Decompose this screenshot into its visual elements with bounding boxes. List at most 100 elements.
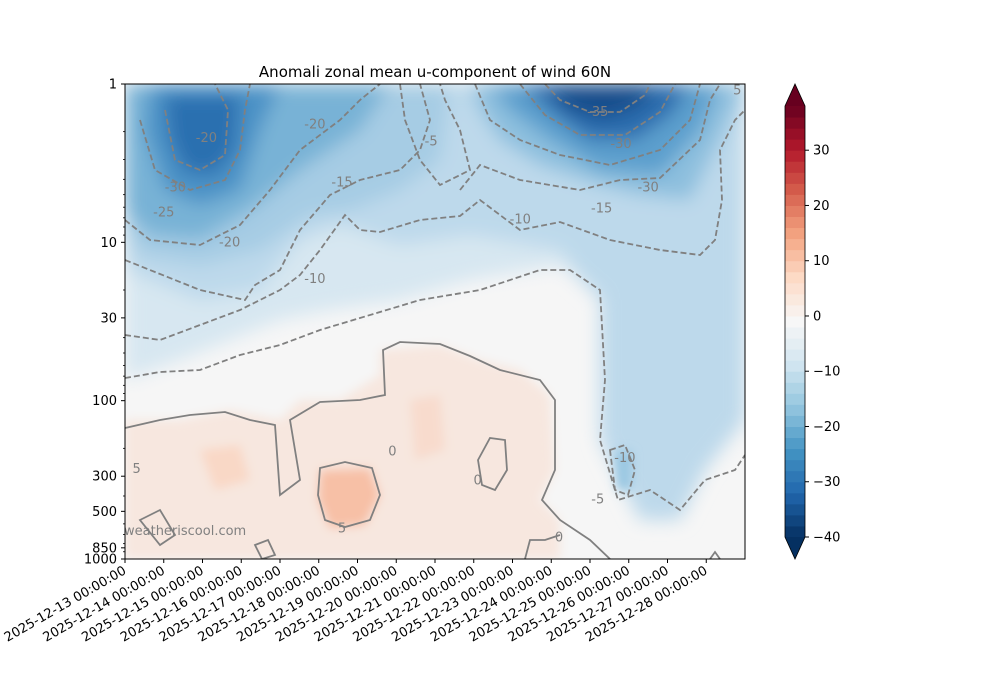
colorbar-segment [785,271,805,284]
colorbar-tick-label: 0 [813,309,821,324]
colorbar-segment [785,514,805,527]
contour-label: -5 [591,492,604,507]
colorbar-segment [785,117,805,129]
y-tick-label: 300 [92,470,117,485]
contour-neg20-left [125,84,381,246]
colorbar-tick-label: −10 [813,365,840,380]
contour-neg35 [544,84,651,113]
colorbar-segment [785,448,805,461]
contour-neg20-right [474,84,701,166]
colorbar-segment [785,304,805,317]
field-positive-patch-2 [410,395,445,460]
contour-label: -35 [587,105,608,120]
contour-label: 0 [388,445,396,460]
colorbar-segment [785,393,805,405]
colorbar-segment [785,238,805,251]
filled-contours [125,84,745,559]
contour-neg25 [139,84,251,191]
colorbar-segment [785,459,805,472]
contour-neg30-left [164,84,229,172]
contour-label: -25 [153,206,174,221]
colorbar-tick-label: 30 [813,144,830,159]
contour-zero-low [138,508,177,547]
contour-zero-low2 [253,538,277,559]
contour-neg10 [125,109,745,341]
contour-label: -30 [610,137,631,152]
colorbar-segment [785,106,805,118]
y-tick-label: 1000 [84,553,117,568]
field-positive-core [318,468,380,528]
colorbar-extend-min [785,537,805,559]
colorbar-segment [785,282,805,295]
field-band-30 [165,95,240,175]
contour-label-layer: -20 -30 -25 -20 -20 -15 -10 -5 -10 -35 -30 -30 -15 -1… [132,84,741,545]
colorbar-segment [785,172,805,184]
plot-area: -20 -30 -25 -20 -20 -15 -10 -5 -10 -35 -30 -30 -15 -1… [125,84,745,559]
colorbar-tick-label: 20 [813,199,830,214]
contour-label: -20 [304,117,325,132]
colorbar-segment [785,161,805,173]
contour-neg5-upper [125,269,745,512]
colorbar-segment [785,360,805,372]
colorbar-segment [785,260,805,273]
colorbar-segment [785,382,805,394]
contour-lines [125,84,745,559]
chart-title: Anomali zonal mean u-component of wind 6… [259,63,611,81]
colorbar-segment [785,503,805,516]
colorbar-segment [785,404,805,416]
contour-label: -15 [331,176,352,191]
field-right-band-35 [545,84,655,118]
field-positive-patch [200,445,250,490]
colorbar-segment [785,338,805,350]
y-tick-label: 30 [100,311,117,326]
colorbar-segment [785,437,805,450]
colorbar-segment [785,525,805,538]
contour-label: -10 [614,451,635,466]
colorbar-segment [785,415,805,427]
contour-zero-main [125,341,611,559]
y-tick-label: 10 [100,236,117,251]
contour-label: -30 [638,180,659,195]
contour-label: 0 [473,474,481,489]
contour-neg15-right [459,84,721,191]
colorbar-tick-label: −40 [813,531,840,546]
y-tick-label: 100 [92,394,117,409]
colorbar-tick-label: −30 [813,475,840,490]
colorbar-segment [785,293,805,306]
contour-neg30-right [519,84,676,136]
colorbar-tick-label: 10 [813,254,830,269]
contour-label: -10 [304,272,325,287]
field-negative-pocket [615,450,632,490]
contour-label: -20 [196,131,217,146]
contour-label: -10 [510,213,531,228]
colorbar-segment [785,349,805,361]
contour-zero-island [477,437,508,492]
y-tick-label: 850 [92,541,117,556]
colorbar-segment [785,315,805,328]
colorbar-segment [785,227,805,240]
colorbar-segment [785,194,805,206]
contour-5-core [317,461,381,528]
contour-zero-bottom-right [524,534,561,559]
y-tick-label: 1 [109,78,117,93]
colorbar-segment [785,426,805,439]
contour-label: -20 [219,235,240,250]
colorbar-segment [785,371,805,383]
contour-zero-far-right [709,550,721,559]
contour-neg10-pocket [609,443,636,497]
colorbar: 30 20 10 0 −10 −20 −30 −40 [784,83,840,560]
colorbar-extend-max [785,84,805,106]
field-positive-region [125,345,560,559]
contour-label: -15 [591,201,612,216]
colorbar-segment [785,216,805,229]
contour-label: 5 [733,84,741,99]
contour-label: -5 [425,134,438,149]
colorbar-segment [785,470,805,483]
contour-neg5-top [399,84,472,187]
colorbar-segment [785,150,805,162]
contour-neg15-left [125,84,431,302]
contour-label: 0 [555,530,563,545]
colorbar-segment [785,492,805,505]
